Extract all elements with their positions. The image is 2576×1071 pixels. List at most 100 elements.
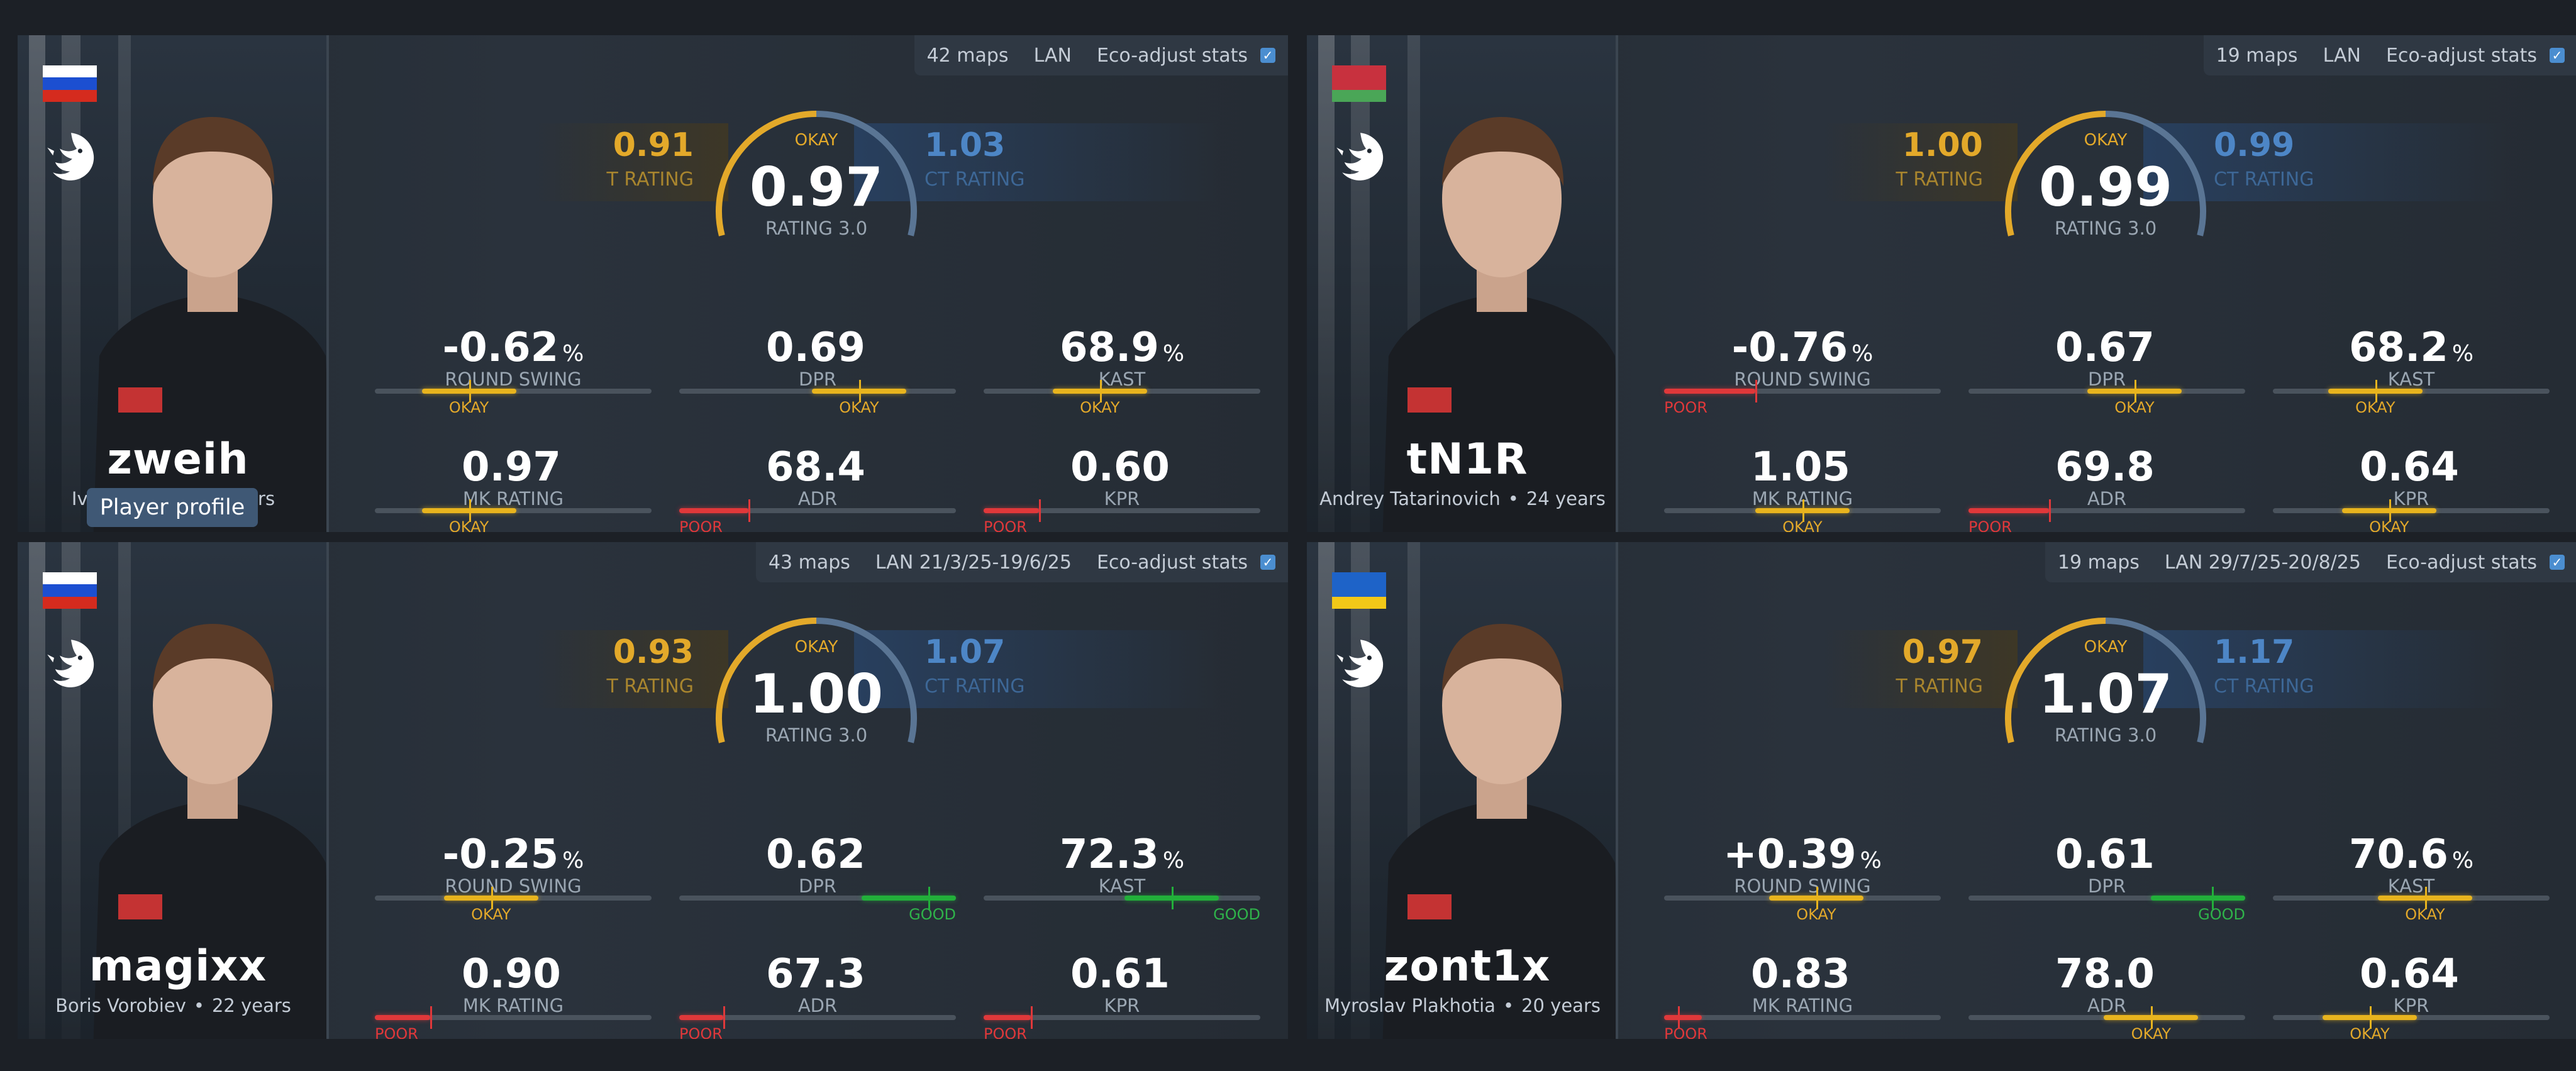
rating-gauge — [703, 605, 930, 769]
stat-value: -0.62 — [442, 325, 559, 371]
stat-label: MK RATING — [1752, 488, 1853, 509]
stat-verdict: POOR — [375, 1025, 418, 1039]
stat-bar-marker — [1755, 380, 1758, 402]
t-rating-value: 0.97 — [1902, 633, 1983, 671]
event-filter[interactable]: LAN 21/3/25-19/6/25 — [875, 551, 1072, 574]
eco-adjust-label[interactable]: Eco-adjust stats — [2385, 551, 2537, 574]
stat-mk-rating: 0.90 MK RATING POOR — [375, 951, 652, 1039]
stat-bar-marker — [2425, 887, 2427, 909]
stat-round-swing: +0.39% ROUND SWING OKAY — [1664, 831, 1941, 941]
maps-count[interactable]: 43 maps — [768, 551, 850, 574]
stat-verdict: OKAY — [1796, 906, 1836, 923]
stat-kast: 70.6% KAST OKAY — [2273, 831, 2550, 941]
stat-label: ROUND SWING — [1734, 875, 1871, 897]
stat-label: DPR — [2088, 369, 2126, 390]
player-panel: zont1x Myroslav Plakhotia • 20 years — [1307, 542, 1618, 1039]
ct-rating-label: CT RATING — [924, 169, 1025, 191]
eco-adjust-checkbox[interactable]: ✓ — [2550, 48, 2565, 63]
event-filter[interactable]: LAN — [2323, 44, 2361, 67]
player-age: 22 years — [211, 995, 291, 1016]
stat-label: KAST — [1098, 369, 1146, 390]
stat-value: 68.4 — [766, 444, 865, 491]
stat-value-line: 70.6% — [2273, 831, 2550, 878]
stat-verdict: GOOD — [1213, 906, 1260, 923]
stat-value-line: 67.3 — [679, 951, 956, 997]
decorative-streak — [1351, 542, 1370, 1039]
eco-adjust-label[interactable]: Eco-adjust stats — [1096, 44, 1248, 67]
stat-verdict: POOR — [1664, 1025, 1707, 1039]
rating-value: 0.99 — [2038, 156, 2173, 219]
stat-bar-marker — [2151, 1006, 2153, 1029]
eco-adjust-checkbox[interactable]: ✓ — [2550, 555, 2565, 570]
stat-verdict: OKAY — [1782, 518, 1823, 532]
stat-value: 0.64 — [2360, 444, 2459, 491]
stat-value: 78.0 — [2055, 951, 2155, 997]
stat-unit: % — [562, 848, 584, 874]
maps-count[interactable]: 19 maps — [2057, 551, 2140, 574]
stat-bar-fill — [1664, 1015, 1702, 1020]
panel-divider — [1616, 35, 1618, 532]
stat-value-line: 0.61 — [984, 951, 1260, 997]
player-card-zont1x: zont1x Myroslav Plakhotia • 20 years 19 maps… — [1307, 542, 2576, 1039]
stat-label: DPR — [799, 369, 836, 390]
eco-adjust-label[interactable]: Eco-adjust stats — [2385, 44, 2537, 67]
stat-bar — [984, 887, 1260, 909]
stat-bar-marker — [1030, 1006, 1033, 1029]
event-filter[interactable]: LAN — [1033, 44, 1072, 67]
stat-value: 72.3 — [1059, 831, 1159, 878]
stat-mk-rating: 0.83 MK RATING POOR — [1664, 951, 1941, 1039]
stat-label: KAST — [2387, 875, 2435, 897]
decorative-streak — [62, 542, 80, 1039]
rating-value: 1.00 — [749, 663, 884, 726]
player-card-tN1R: tN1R Andrey Tatarinovich • 24 years 19 maps L… — [1307, 35, 2576, 532]
stat-bar-fill — [2151, 896, 2245, 901]
rating-label: RATING 3.0 — [2054, 218, 2157, 239]
stat-verdict: OKAY — [2405, 906, 2445, 923]
stat-kast: 72.3% KAST GOOD — [984, 831, 1260, 941]
decorative-streak — [29, 35, 45, 532]
eco-adjust-checkbox[interactable]: ✓ — [1260, 555, 1275, 570]
stat-value-line: 68.2% — [2273, 325, 2550, 371]
stat-value: 0.64 — [2360, 951, 2459, 997]
stat-bar — [679, 887, 956, 909]
stat-value: 0.97 — [462, 444, 561, 491]
stat-value-line: -0.62% — [375, 325, 652, 371]
stat-value: 0.61 — [2055, 831, 2155, 878]
maps-count[interactable]: 19 maps — [2216, 44, 2298, 67]
eco-adjust-label[interactable]: Eco-adjust stats — [1096, 551, 1248, 574]
player-profile-button[interactable]: Player profile — [87, 488, 258, 527]
stat-verdict: OKAY — [2369, 518, 2409, 532]
country-flag-icon — [43, 65, 97, 102]
stat-value-line: 0.62 — [679, 831, 956, 878]
decorative-streak — [1318, 542, 1335, 1039]
event-filter[interactable]: LAN 29/7/25-20/8/25 — [2164, 551, 2361, 574]
t-rating-strip — [1823, 630, 2018, 708]
ct-rating-value: 1.03 — [924, 126, 1006, 164]
stat-bar — [2273, 1006, 2550, 1029]
stat-bar — [1664, 380, 1941, 402]
stat-kpr: 0.60 KPR POOR — [984, 444, 1260, 532]
stat-value: +0.39 — [1723, 831, 1857, 878]
maps-count[interactable]: 42 maps — [926, 44, 1009, 67]
stat-dpr: 0.69 DPR OKAY — [679, 325, 956, 435]
rating-verdict: OKAY — [794, 131, 838, 150]
stat-verdict: POOR — [679, 518, 723, 532]
player-nickname: tN1R — [1406, 435, 1528, 484]
player-card-zweih: zweihIvan Gogin•18 yearsPlayer profile 42… — [18, 35, 1288, 532]
stat-bar-marker — [2370, 1006, 2372, 1029]
stat-bar-marker — [1802, 499, 1804, 522]
player-nickname: magixx — [89, 941, 267, 991]
team-logo-icon — [43, 635, 99, 692]
stat-label: KPR — [2393, 488, 2429, 509]
stat-round-swing: -0.25% ROUND SWING OKAY — [375, 831, 652, 941]
stat-bar-marker — [1172, 887, 1174, 909]
eco-adjust-checkbox[interactable]: ✓ — [1260, 48, 1275, 63]
player-panel: tN1R Andrey Tatarinovich • 24 years — [1307, 35, 1618, 532]
stat-verdict: OKAY — [1080, 399, 1120, 416]
rating-gauge — [703, 98, 930, 262]
stat-label: ADR — [797, 488, 838, 509]
stat-verdict: OKAY — [2355, 399, 2396, 416]
ct-rating-strip — [2143, 630, 2508, 708]
stat-value: 69.8 — [2055, 444, 2155, 491]
stat-bar-fill — [984, 508, 1039, 513]
